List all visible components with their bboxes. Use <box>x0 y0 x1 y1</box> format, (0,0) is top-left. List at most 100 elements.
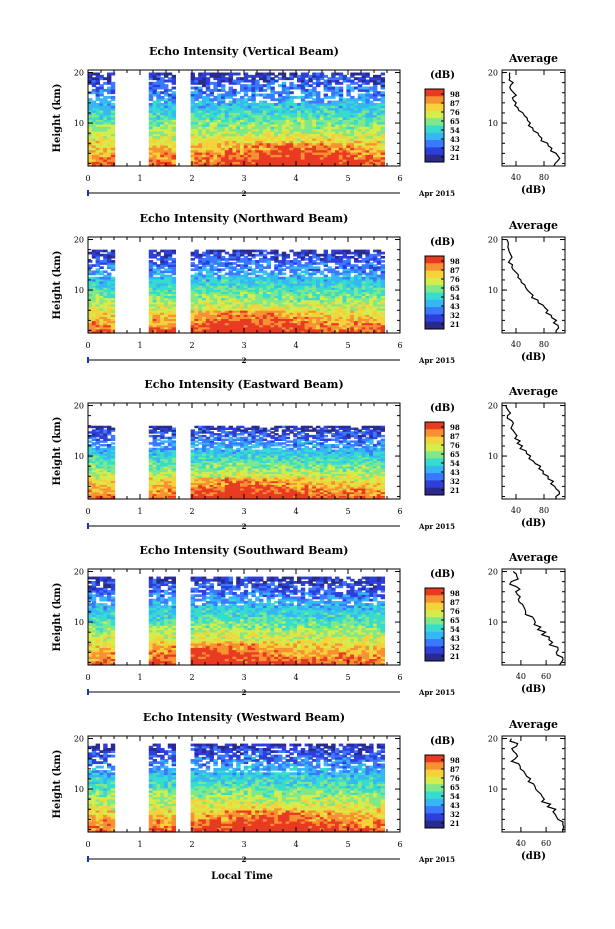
heatmap-cell <box>255 274 260 278</box>
heatmap-cell <box>209 135 214 139</box>
heatmap-cell <box>213 276 218 280</box>
heatmap-cell <box>213 310 218 313</box>
heatmap-cell <box>156 102 161 106</box>
heatmap-cell <box>338 151 344 155</box>
heatmap-cell <box>304 257 309 261</box>
heatmap-cell <box>213 84 218 88</box>
heatmap-cell <box>300 291 306 294</box>
heatmap-cell <box>160 102 165 106</box>
heatmap-cell <box>255 278 260 282</box>
heatmap-cell <box>262 147 268 151</box>
heatmap-cell <box>308 121 313 125</box>
heatmap-cell <box>380 266 385 269</box>
heatmap-cell <box>209 91 214 95</box>
heatmap-cell <box>380 112 385 116</box>
heatmap-cell <box>171 278 176 282</box>
heatmap-cell <box>316 257 321 261</box>
heatmap-cell <box>152 128 157 132</box>
heatmap-cell <box>285 156 290 160</box>
heatmap-cell <box>266 324 271 328</box>
heatmap-cell <box>354 257 359 261</box>
heatmap-cell <box>88 310 93 313</box>
heatmap-cell <box>361 322 366 326</box>
heatmap-cell <box>354 295 359 299</box>
heatmap-cell <box>247 128 252 132</box>
heatmap-cell <box>228 268 233 272</box>
heatmap-cell <box>167 297 173 301</box>
colorbar-segment <box>425 98 444 101</box>
heatmap-cell <box>167 326 173 330</box>
heatmap-cell <box>293 262 298 265</box>
heatmap-cell <box>228 299 233 303</box>
heatmap-cell <box>262 144 268 148</box>
heatmap-cell <box>190 79 195 83</box>
heatmap-cell <box>262 297 268 301</box>
heatmap-cell <box>308 163 313 167</box>
heatmap-cell <box>164 324 169 328</box>
heatmap-cell <box>369 154 374 158</box>
heatmap-cell <box>224 293 230 297</box>
heatmap-cell <box>346 133 351 137</box>
heatmap-cell <box>202 130 207 134</box>
heatmap-cell <box>365 95 370 99</box>
heatmap-cell <box>380 95 385 99</box>
heatmap-cell <box>88 133 93 137</box>
heatmap-cell <box>316 330 321 334</box>
heatmap-cell <box>190 119 195 123</box>
heatmap-cell <box>240 320 245 324</box>
heatmap-cell <box>357 260 363 263</box>
heatmap-cell <box>308 326 313 330</box>
heatmap-cell <box>107 126 112 130</box>
heatmap-cell <box>354 326 359 330</box>
heatmap-cell <box>338 72 344 76</box>
heatmap-cell <box>274 142 279 146</box>
heatmap-cell <box>300 140 306 144</box>
heatmap-cell <box>167 316 173 320</box>
heatmap-cell <box>373 84 378 88</box>
heatmap-cell <box>274 320 279 324</box>
heatmap-cell <box>221 137 226 141</box>
colorbar-segment <box>425 96 444 99</box>
heatmap-cell <box>110 156 116 160</box>
heatmap-cell <box>110 287 116 290</box>
heatmap-cell <box>342 287 347 290</box>
heatmap-cell <box>213 266 218 269</box>
heatmap-cell <box>255 295 260 299</box>
heatmap-cell <box>171 312 176 315</box>
heatmap-cell <box>91 121 97 125</box>
heatmap-cell <box>361 324 366 328</box>
heatmap-cell <box>209 158 214 162</box>
heatmap-cell <box>304 316 309 320</box>
heatmap-cell <box>373 257 378 261</box>
heatmap-cell <box>281 305 287 309</box>
heatmap-cell <box>285 107 290 111</box>
heatmap-cell <box>380 260 385 263</box>
heatmap-cell <box>338 307 344 311</box>
heatmap-cell <box>202 149 207 153</box>
heatmap-cell <box>319 291 325 294</box>
heatmap-cell <box>198 88 203 92</box>
heatmap-cell <box>171 126 176 130</box>
heatmap-cell <box>323 307 328 311</box>
heatmap-cell <box>247 109 252 113</box>
heatmap-cell <box>213 260 218 263</box>
heatmap-cell <box>323 135 328 139</box>
heatmap-cell <box>110 84 116 88</box>
heatmap-cell <box>213 272 218 276</box>
heatmap-cell <box>323 316 328 320</box>
heatmap-cell <box>293 158 298 162</box>
heatmap-cell <box>205 142 211 146</box>
heatmap-cell <box>205 330 211 334</box>
heatmap-cell <box>194 154 199 158</box>
heatmap-cell <box>281 322 287 326</box>
heatmap-cell <box>376 307 382 311</box>
heatmap-cell <box>247 142 252 146</box>
heatmap-cell <box>300 142 306 146</box>
heatmap-cell <box>164 84 169 88</box>
heatmap-cell <box>224 260 230 263</box>
heatmap-cell <box>221 161 226 165</box>
heatmap-cell <box>373 328 378 332</box>
heatmap-cell <box>202 100 207 104</box>
heatmap-cell <box>190 316 195 320</box>
heatmap-cell <box>255 130 260 134</box>
